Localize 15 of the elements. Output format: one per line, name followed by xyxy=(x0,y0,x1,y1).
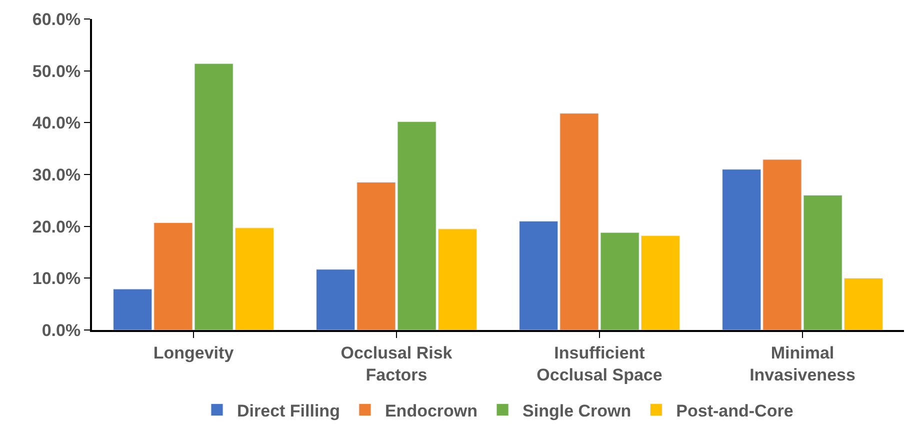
y-tick-label: 60.0% xyxy=(32,10,81,29)
legend-label: Direct Filling xyxy=(237,401,340,420)
y-tick-label: 30.0% xyxy=(32,165,81,184)
y-tick-label: 10.0% xyxy=(32,269,81,288)
legend-label: Post-and-Core xyxy=(676,401,794,420)
x-tick-label: Minimal Invasiveness xyxy=(750,343,856,384)
x-tick-label: Occlusal Risk Factors xyxy=(340,343,453,384)
x-tick-label: Insufficient Occlusal Space xyxy=(536,343,662,384)
y-tick-label: 40.0% xyxy=(32,114,81,133)
legend-label: Endocrown xyxy=(384,401,478,420)
y-tick-label: 20.0% xyxy=(32,217,81,236)
x-tick-label: Longevity xyxy=(153,343,234,362)
y-tick-label: 0.0% xyxy=(42,320,81,340)
legend-label: Single Crown xyxy=(522,401,632,420)
y-tick-label: 50.0% xyxy=(32,62,81,81)
